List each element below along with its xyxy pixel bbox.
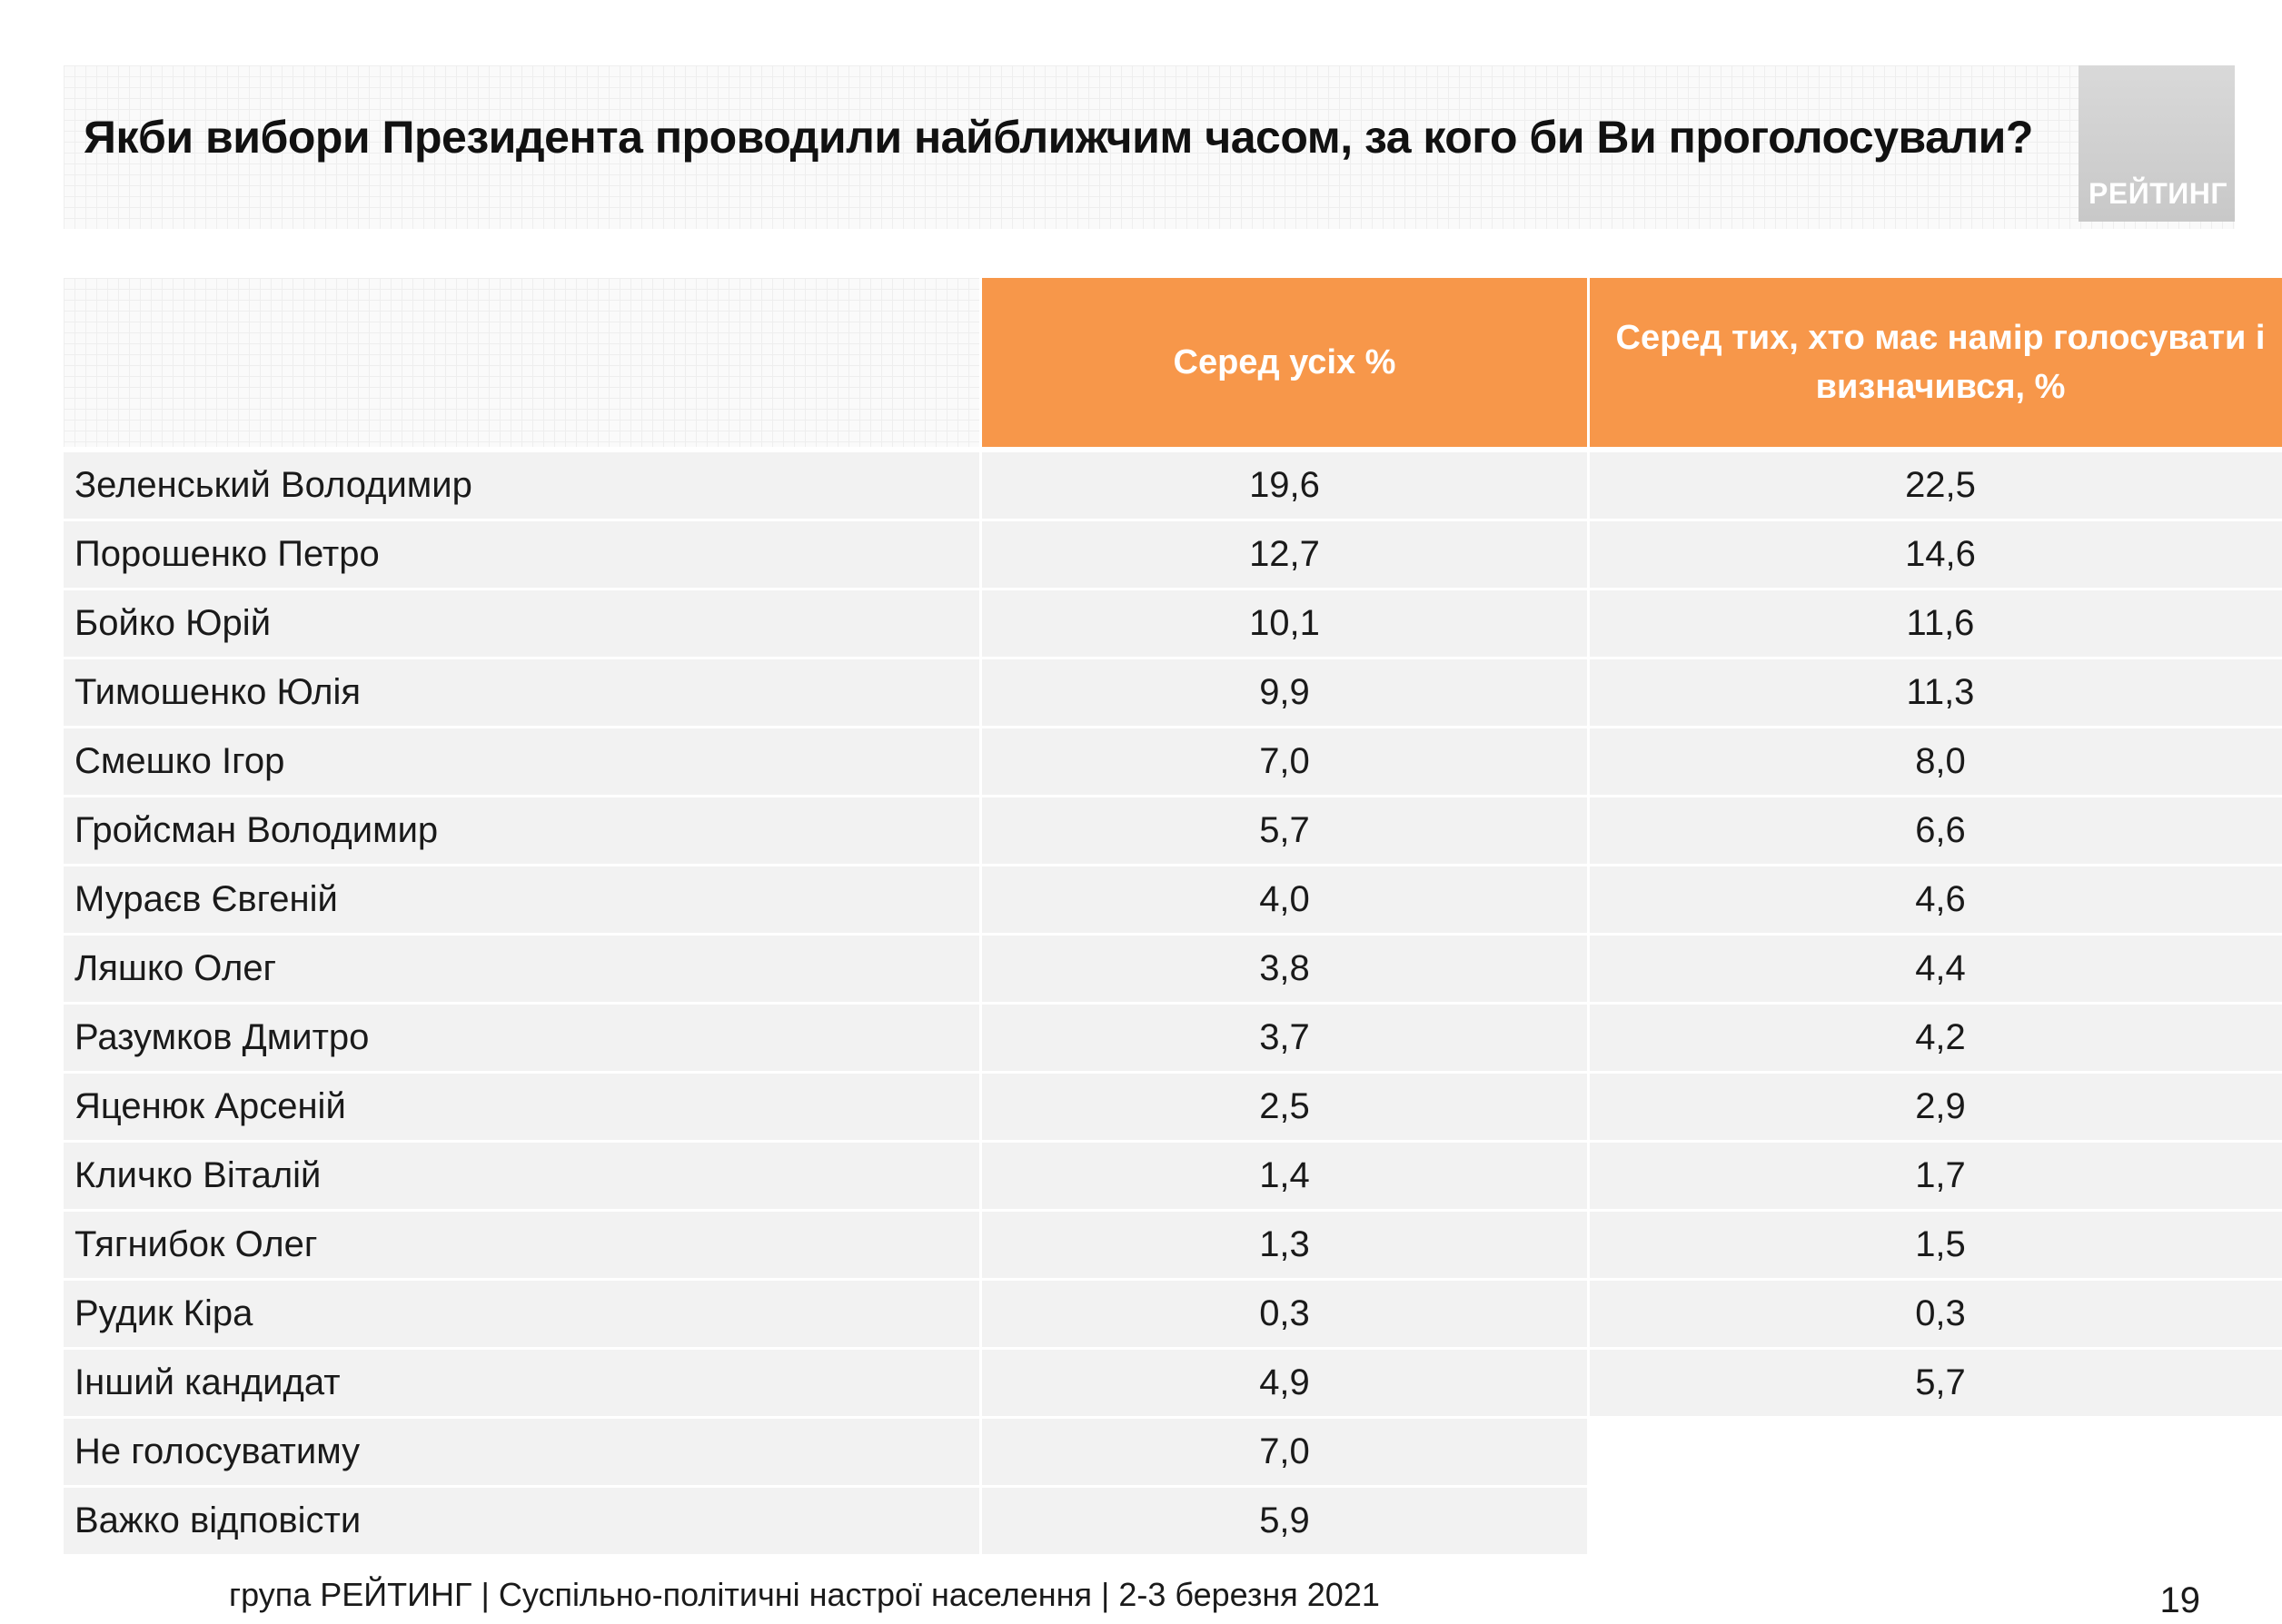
value-decided: 2,9 [1590,1074,2282,1140]
value-decided: 0,3 [1590,1281,2282,1347]
table-row: Мураєв Євгеній 4,0 4,6 [64,866,2282,933]
candidate-name: Тягнибок Олег [64,1212,979,1278]
table-row: Порошенко Петро 12,7 14,6 [64,521,2282,588]
value-decided: 4,4 [1590,936,2282,1002]
slide-title: Якби вибори Президента проводили найближ… [84,112,2033,163]
value-all: 9,9 [982,659,1587,726]
candidate-name: Зеленський Володимир [64,452,979,519]
candidate-name: Інший кандидат [64,1350,979,1416]
value-decided: 8,0 [1590,728,2282,795]
value-decided: 5,7 [1590,1350,2282,1416]
value-all: 0,3 [982,1281,1587,1347]
candidate-name: Кличко Віталій [64,1143,979,1209]
table-row: Гройсман Володимир 5,7 6,6 [64,797,2282,864]
table-row: Кличко Віталій 1,4 1,7 [64,1143,2282,1209]
results-table: Серед усіх % Серед тих, хто має намір го… [64,278,2282,1554]
candidate-name: Смешко Ігор [64,728,979,795]
candidate-name: Рудик Кіра [64,1281,979,1347]
value-decided: 6,6 [1590,797,2282,864]
value-decided [1590,1419,2282,1485]
title-background [64,65,2235,229]
table-row: Не голосуватиму 7,0 [64,1419,2282,1485]
value-decided: 4,6 [1590,866,2282,933]
table-row: Разумков Дмитро 3,7 4,2 [64,1005,2282,1071]
value-all: 7,0 [982,1419,1587,1485]
table-row: Бойко Юрій 10,1 11,6 [64,590,2282,657]
candidate-name: Тимошенко Юлія [64,659,979,726]
table-row: Рудик Кіра 0,3 0,3 [64,1281,2282,1347]
footer-text: група РЕЙТИНГ | Суспільно-політичні наст… [229,1576,1380,1613]
header-blank-cell [64,278,979,447]
value-all: 19,6 [982,452,1587,519]
rating-logo: РЕЙТИНГ [2079,65,2235,222]
candidate-name: Не голосуватиму [64,1419,979,1485]
table-row: Смешко Ігор 7,0 8,0 [64,728,2282,795]
value-all: 1,4 [982,1143,1587,1209]
value-decided: 4,2 [1590,1005,2282,1071]
candidate-name: Важко відповісти [64,1488,979,1554]
value-decided: 14,6 [1590,521,2282,588]
candidate-name: Разумков Дмитро [64,1005,979,1071]
logo-text: РЕЙТИНГ [2089,177,2227,210]
value-all: 3,7 [982,1005,1587,1071]
table-row: Інший кандидат 4,9 5,7 [64,1350,2282,1416]
candidate-name: Яценюк Арсеній [64,1074,979,1140]
table-row: Важко відповісти 5,9 [64,1488,2282,1554]
table-row: Тягнибок Олег 1,3 1,5 [64,1212,2282,1278]
value-all: 7,0 [982,728,1587,795]
candidate-name: Гройсман Володимир [64,797,979,864]
candidate-name: Порошенко Петро [64,521,979,588]
value-all: 5,7 [982,797,1587,864]
table-row: Яценюк Арсеній 2,5 2,9 [64,1074,2282,1140]
value-decided: 1,5 [1590,1212,2282,1278]
page-number: 19 [2159,1580,2201,1620]
value-all: 4,0 [982,866,1587,933]
value-all: 5,9 [982,1488,1587,1554]
column-header-all: Серед усіх % [982,278,1587,447]
value-all: 3,8 [982,936,1587,1002]
value-all: 12,7 [982,521,1587,588]
candidate-name: Мураєв Євгеній [64,866,979,933]
table-body: Зеленський Володимир 19,6 22,5 Порошенко Пе… [64,452,2282,1557]
value-decided: 1,7 [1590,1143,2282,1209]
value-decided: 11,3 [1590,659,2282,726]
value-decided: 11,6 [1590,590,2282,657]
table-row: Ляшко Олег 3,8 4,4 [64,936,2282,1002]
column-header-decided: Серед тих, хто має намір голосувати і ви… [1590,278,2282,447]
value-all: 2,5 [982,1074,1587,1140]
table-row: Тимошенко Юлія 9,9 11,3 [64,659,2282,726]
value-decided [1590,1488,2282,1554]
candidate-name: Ляшко Олег [64,936,979,1002]
value-all: 1,3 [982,1212,1587,1278]
candidate-name: Бойко Юрій [64,590,979,657]
table-row: Зеленський Володимир 19,6 22,5 [64,452,2282,519]
value-decided: 22,5 [1590,452,2282,519]
value-all: 10,1 [982,590,1587,657]
value-all: 4,9 [982,1350,1587,1416]
